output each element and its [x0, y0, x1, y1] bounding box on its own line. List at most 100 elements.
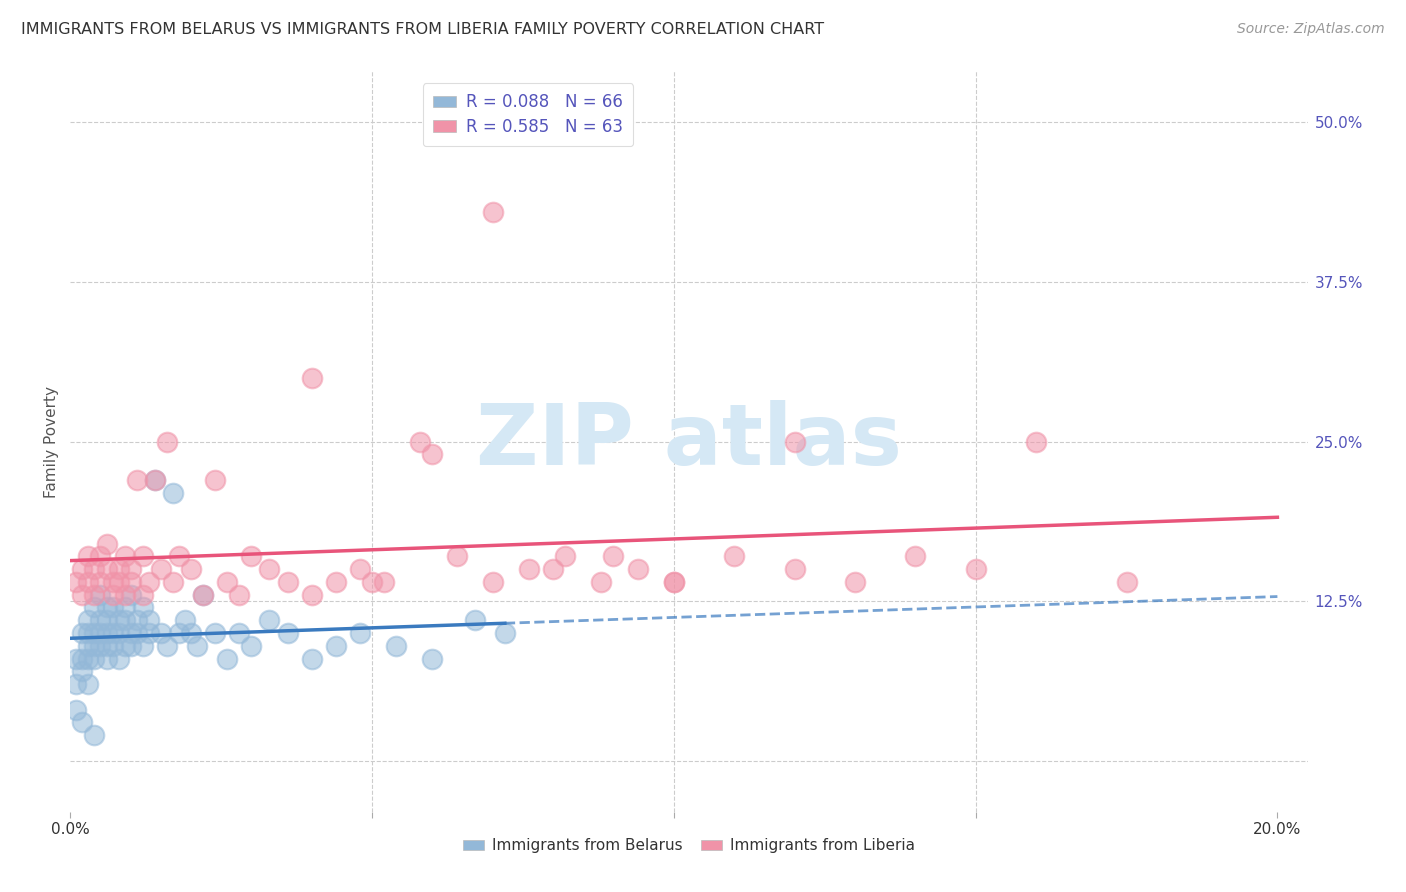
Point — [96, 651, 118, 665]
Point — [904, 549, 927, 564]
Point — [167, 626, 190, 640]
Point — [65, 651, 87, 665]
Text: IMMIGRANTS FROM BELARUS VS IMMIGRANTS FROM LIBERIA FAMILY POVERTY CORRELATION CH: IMMIGRANTS FROM BELARUS VS IMMIGRANTS FR… — [21, 22, 824, 37]
Point — [174, 613, 197, 627]
Point — [180, 626, 202, 640]
Point — [120, 626, 142, 640]
Point — [89, 639, 111, 653]
Point — [156, 434, 179, 449]
Point — [138, 626, 160, 640]
Point — [149, 562, 172, 576]
Point — [385, 639, 408, 653]
Point — [72, 665, 94, 679]
Point — [156, 639, 179, 653]
Point — [65, 574, 87, 589]
Point — [114, 639, 136, 653]
Point — [72, 651, 94, 665]
Point — [77, 626, 100, 640]
Point — [72, 715, 94, 730]
Point — [107, 562, 129, 576]
Point — [72, 626, 94, 640]
Point — [96, 600, 118, 615]
Point — [65, 677, 87, 691]
Point — [259, 562, 281, 576]
Point — [240, 549, 263, 564]
Point — [83, 639, 105, 653]
Point — [325, 574, 347, 589]
Point — [138, 613, 160, 627]
Point — [349, 626, 371, 640]
Point — [783, 434, 806, 449]
Point — [301, 370, 323, 384]
Point — [138, 574, 160, 589]
Point — [217, 574, 239, 589]
Point — [132, 600, 155, 615]
Point — [96, 536, 118, 550]
Point — [1025, 434, 1047, 449]
Point — [409, 434, 432, 449]
Point — [65, 703, 87, 717]
Point — [627, 562, 650, 576]
Point — [494, 626, 516, 640]
Point — [89, 549, 111, 564]
Point — [228, 588, 250, 602]
Text: Source: ZipAtlas.com: Source: ZipAtlas.com — [1237, 22, 1385, 37]
Point — [277, 574, 299, 589]
Point — [167, 549, 190, 564]
Point — [77, 613, 100, 627]
Point — [662, 574, 685, 589]
Point — [143, 473, 166, 487]
Point — [83, 651, 105, 665]
Legend: Immigrants from Belarus, Immigrants from Liberia: Immigrants from Belarus, Immigrants from… — [457, 832, 921, 860]
Point — [96, 639, 118, 653]
Point — [77, 574, 100, 589]
Point — [277, 626, 299, 640]
Point — [107, 626, 129, 640]
Point — [143, 473, 166, 487]
Point — [132, 588, 155, 602]
Text: ZIP atlas: ZIP atlas — [477, 400, 901, 483]
Point — [120, 562, 142, 576]
Point — [114, 549, 136, 564]
Point — [89, 613, 111, 627]
Point — [162, 485, 184, 500]
Point — [204, 626, 226, 640]
Point — [186, 639, 208, 653]
Point — [120, 588, 142, 602]
Point — [446, 549, 468, 564]
Point — [101, 588, 124, 602]
Point — [481, 204, 503, 219]
Point — [240, 639, 263, 653]
Point — [83, 626, 105, 640]
Point — [349, 562, 371, 576]
Point — [259, 613, 281, 627]
Point — [77, 651, 100, 665]
Point — [101, 639, 124, 653]
Point — [96, 562, 118, 576]
Point — [1115, 574, 1137, 589]
Point — [191, 588, 214, 602]
Point — [132, 549, 155, 564]
Point — [464, 613, 486, 627]
Point — [96, 626, 118, 640]
Point — [149, 626, 172, 640]
Point — [361, 574, 384, 589]
Point — [662, 574, 685, 589]
Point — [228, 626, 250, 640]
Y-axis label: Family Poverty: Family Poverty — [44, 385, 59, 498]
Point — [602, 549, 624, 564]
Point — [107, 651, 129, 665]
Point — [301, 588, 323, 602]
Point — [162, 574, 184, 589]
Point — [120, 574, 142, 589]
Point — [83, 588, 105, 602]
Point — [114, 613, 136, 627]
Point — [422, 447, 444, 461]
Point — [517, 562, 540, 576]
Point — [114, 600, 136, 615]
Point — [83, 600, 105, 615]
Point — [96, 613, 118, 627]
Point — [101, 626, 124, 640]
Point — [89, 626, 111, 640]
Point — [83, 562, 105, 576]
